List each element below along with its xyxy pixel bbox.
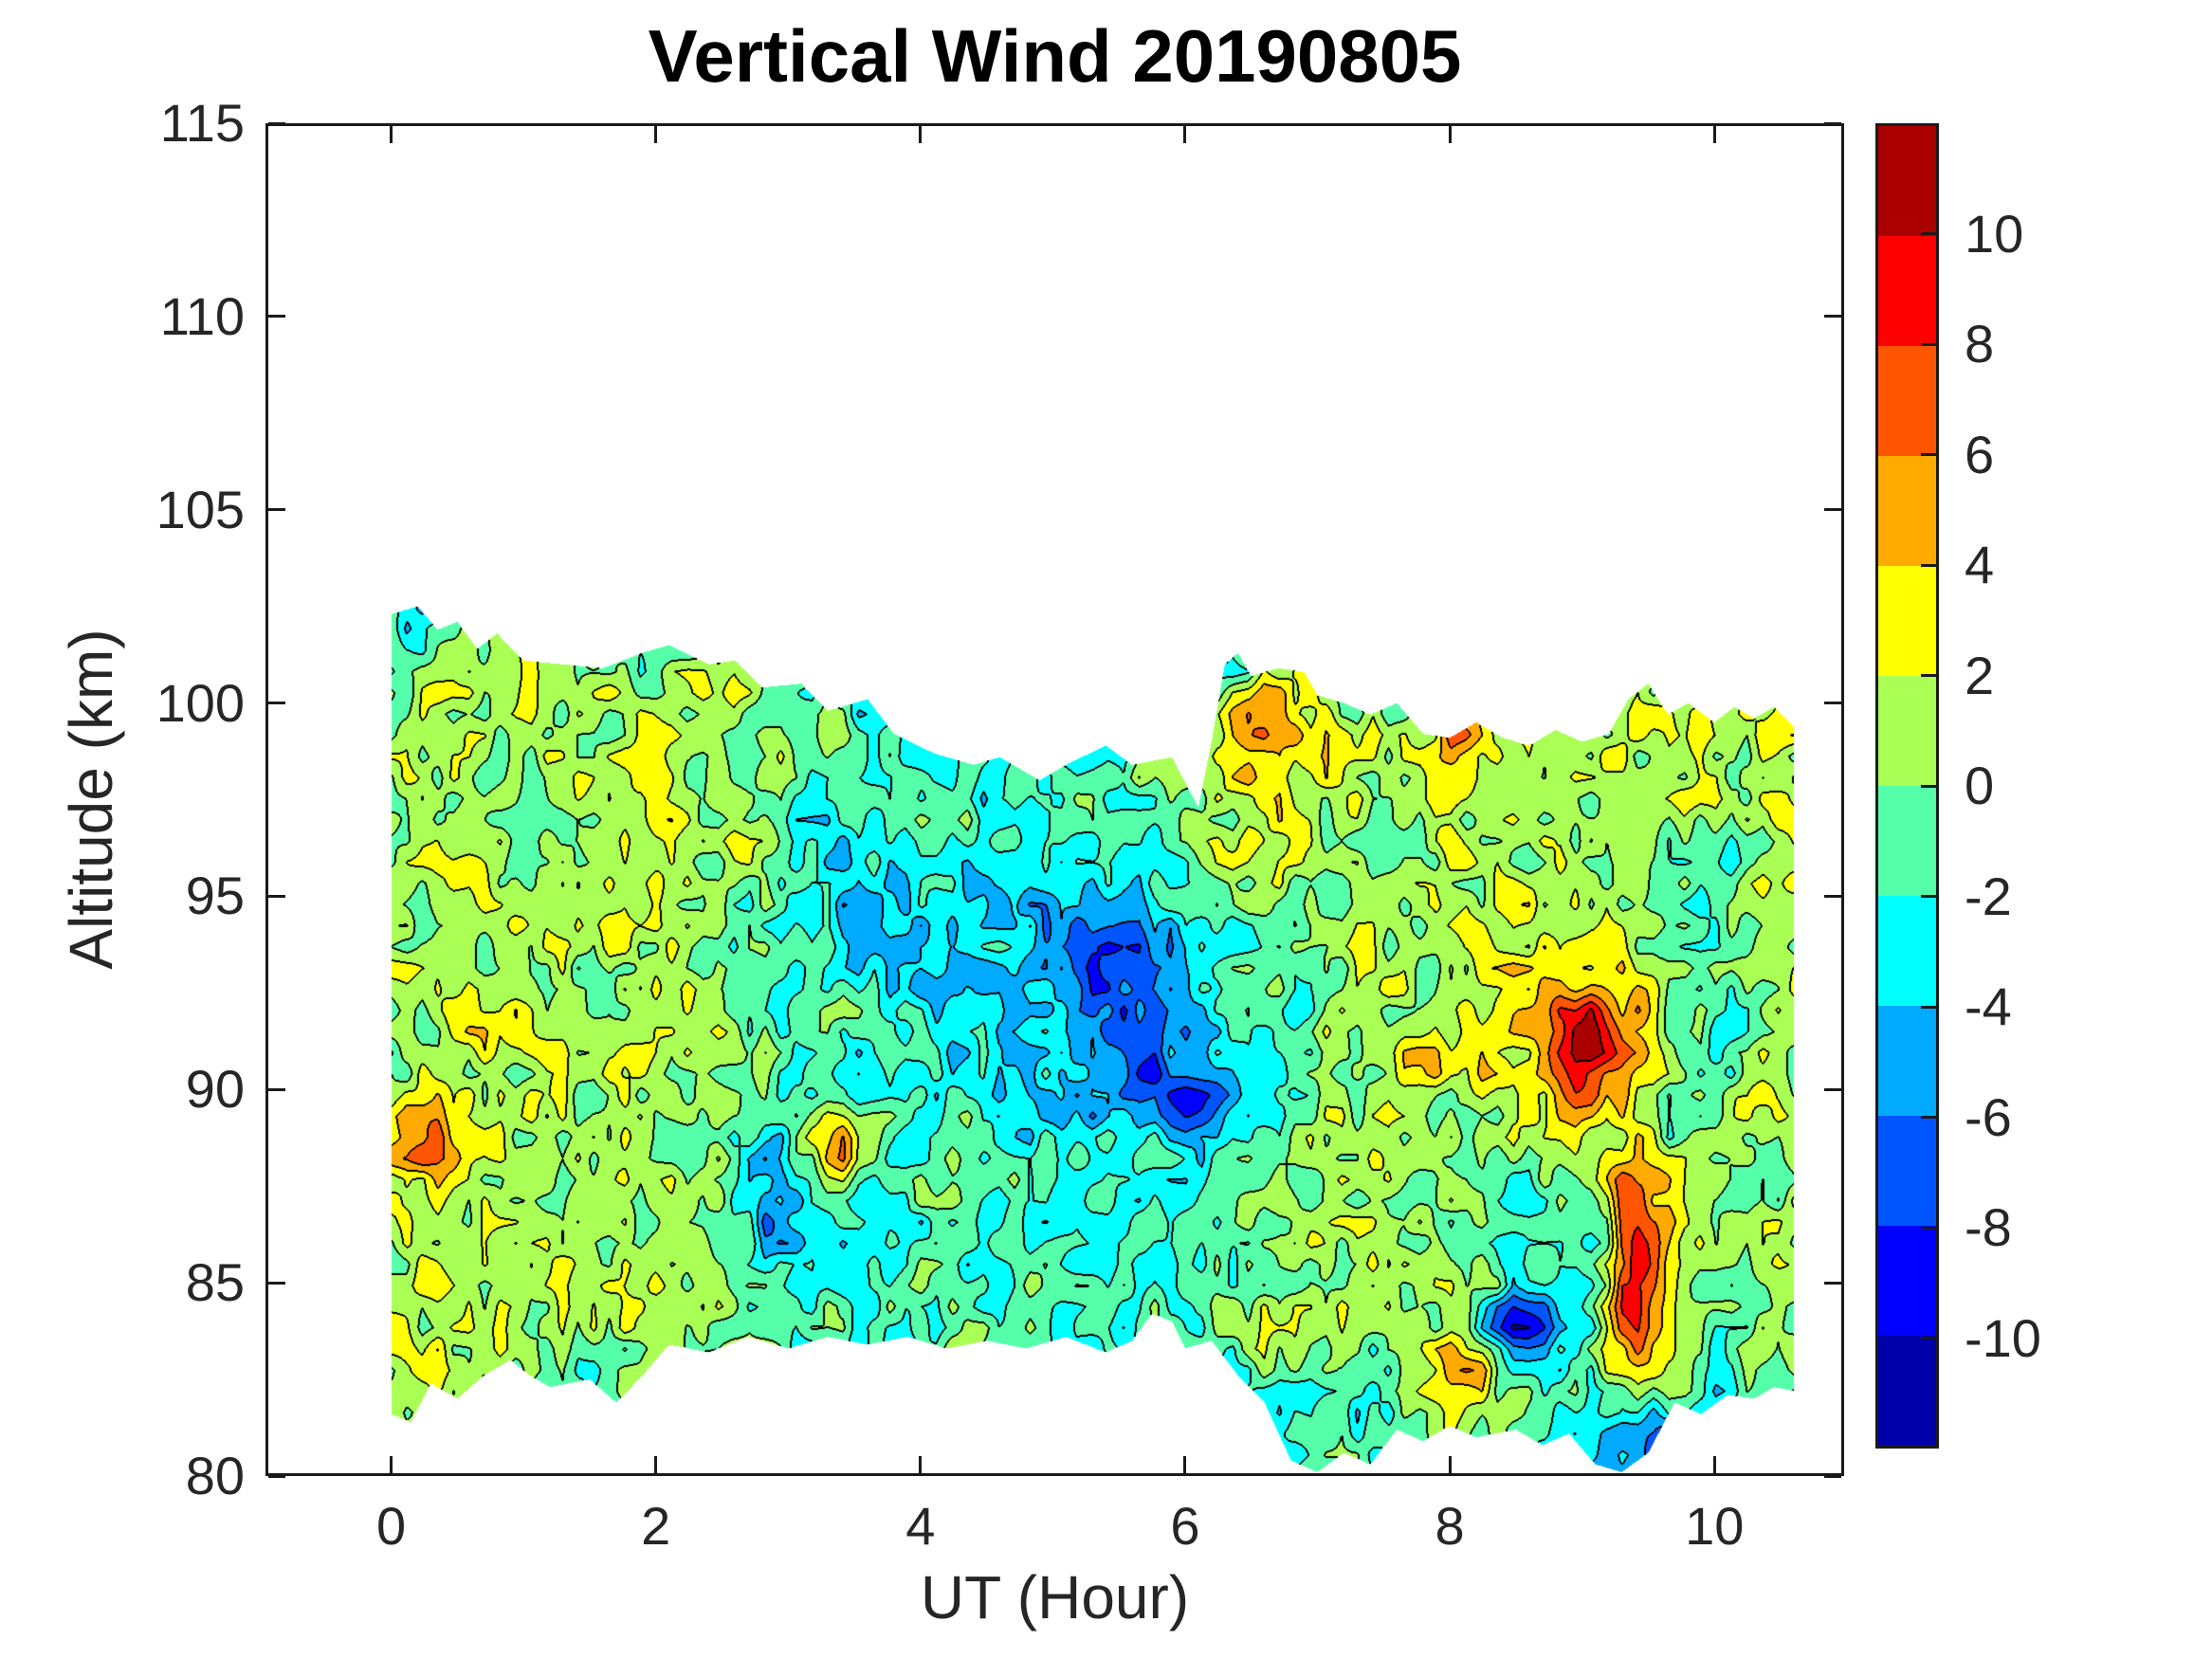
- y-tick-label: 100: [155, 672, 245, 733]
- colorbar-segment: [1878, 1116, 1936, 1226]
- colorbar: [1875, 123, 1939, 1449]
- y-tick-label: 80: [185, 1446, 245, 1505]
- x-tick-label: 10: [1685, 1496, 1745, 1556]
- colorbar-segment: [1878, 566, 1936, 676]
- y-tick-label: 115: [159, 93, 245, 153]
- x-tick: [1712, 126, 1716, 143]
- colorbar-segment: [1878, 786, 1936, 896]
- colorbar-tick-label: -6: [1965, 1086, 2012, 1147]
- x-tick: [1183, 126, 1187, 143]
- y-tick: [268, 315, 285, 319]
- y-tick-label: 95: [185, 866, 245, 926]
- colorbar-segment: [1878, 896, 1936, 1006]
- colorbar-tick-label: -2: [1965, 866, 2012, 926]
- x-tick: [654, 1456, 658, 1473]
- y-tick: [268, 1087, 285, 1091]
- y-tick-label: 110: [159, 285, 245, 346]
- colorbar-tick: [1921, 1337, 1936, 1340]
- y-tick: [268, 894, 285, 898]
- colorbar-tick-label: -10: [1965, 1307, 2041, 1368]
- x-tick-label: 2: [641, 1496, 671, 1556]
- y-tick: [1824, 702, 1841, 705]
- colorbar-segment: [1878, 1336, 1936, 1446]
- colorbar-tick-label: 6: [1965, 424, 1995, 484]
- x-tick: [390, 1456, 393, 1473]
- colorbar-tick: [1921, 1005, 1936, 1009]
- x-tick: [1712, 1456, 1716, 1473]
- colorbar-segment: [1878, 456, 1936, 566]
- x-tick: [919, 126, 923, 143]
- colorbar-tick: [1921, 1116, 1936, 1119]
- y-tick: [1824, 1281, 1841, 1285]
- plot-area: [265, 123, 1844, 1476]
- y-tick: [268, 508, 285, 512]
- x-axis-label: UT (Hour): [920, 1563, 1190, 1632]
- y-tick: [268, 1474, 285, 1478]
- colorbar-segment: [1878, 676, 1936, 786]
- y-tick-label: 105: [155, 479, 245, 539]
- colorbar-tick: [1921, 784, 1936, 788]
- y-tick: [1824, 894, 1841, 898]
- y-tick: [268, 1281, 285, 1285]
- x-tick-label: 8: [1435, 1496, 1465, 1556]
- x-tick-label: 0: [376, 1496, 407, 1556]
- x-tick: [390, 126, 393, 143]
- x-tick: [1448, 1456, 1452, 1473]
- colorbar-tick-label: 2: [1965, 645, 1995, 705]
- colorbar-tick-label: 10: [1965, 203, 2024, 264]
- y-tick: [268, 702, 285, 705]
- y-tick: [1824, 315, 1841, 319]
- colorbar-tick-label: 0: [1965, 756, 1995, 815]
- colorbar-segment: [1878, 126, 1936, 236]
- x-tick-label: 4: [905, 1496, 936, 1556]
- y-tick: [1824, 1087, 1841, 1091]
- colorbar-tick-label: -4: [1965, 976, 2012, 1036]
- y-tick: [1824, 1474, 1841, 1478]
- colorbar-tick-label: -8: [1965, 1197, 2012, 1257]
- colorbar-tick: [1921, 453, 1936, 456]
- x-tick: [1183, 1456, 1187, 1473]
- y-tick: [1824, 508, 1841, 512]
- colorbar-tick-label: 4: [1965, 535, 1995, 594]
- x-tick: [919, 1456, 923, 1473]
- x-tick-label: 6: [1170, 1496, 1200, 1556]
- colorbar-segment: [1878, 1226, 1936, 1336]
- y-tick-label: 90: [185, 1059, 245, 1120]
- colorbar-tick: [1921, 232, 1936, 235]
- chart-title: Vertical Wind 20190805: [648, 14, 1462, 98]
- colorbar-segment: [1878, 346, 1936, 456]
- colorbar-tick: [1921, 674, 1936, 677]
- x-tick: [654, 126, 658, 143]
- colorbar-tick: [1921, 1226, 1936, 1230]
- y-tick: [1824, 121, 1841, 125]
- colorbar-segment: [1878, 1006, 1936, 1116]
- colorbar-tick-label: 8: [1965, 314, 1995, 374]
- y-tick: [268, 121, 285, 125]
- colorbar-tick: [1921, 342, 1936, 346]
- colorbar-tick: [1921, 563, 1936, 567]
- colorbar-segment: [1878, 236, 1936, 346]
- colorbar-tick: [1921, 895, 1936, 898]
- contour-canvas: [265, 123, 1844, 1476]
- y-tick-label: 85: [185, 1252, 245, 1313]
- x-tick: [1448, 126, 1452, 143]
